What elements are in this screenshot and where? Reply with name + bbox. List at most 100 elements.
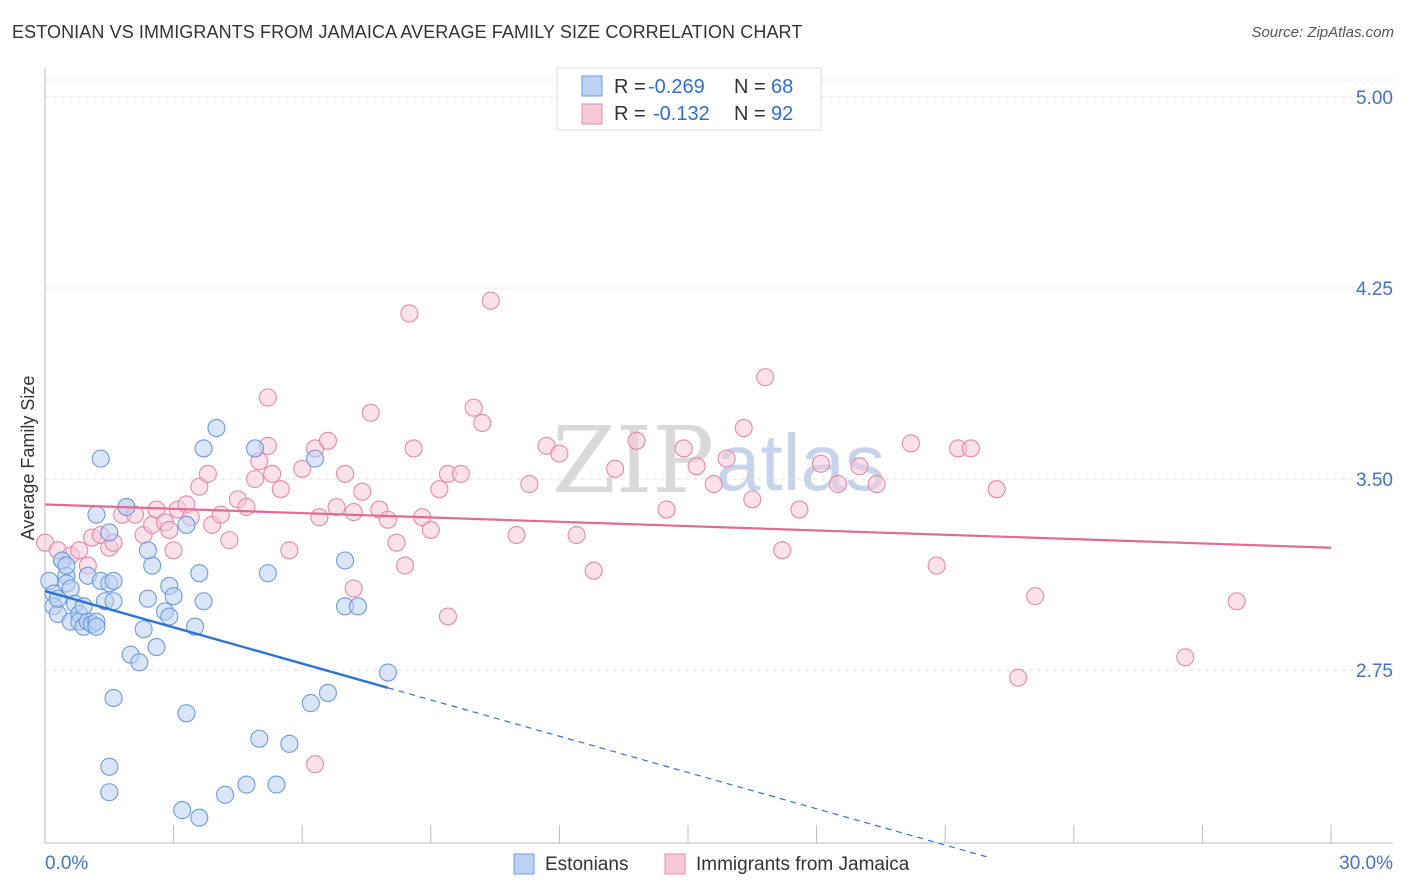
y-tick-labels: 5.00 4.25 3.50 2.75 — [1356, 88, 1393, 682]
jamaica-point — [280, 541, 299, 560]
jamaica-point — [245, 469, 265, 489]
jamaica-point — [550, 444, 569, 463]
estonians-point — [91, 449, 110, 468]
jamaica-point — [811, 454, 830, 473]
estonians-point — [104, 688, 123, 708]
estonians-point — [378, 663, 397, 682]
chart-title: ESTONIAN VS IMMIGRANTS FROM JAMAICA AVER… — [12, 22, 803, 42]
legend-r-value-1: -0.269 — [648, 76, 705, 98]
jamaica-point — [336, 464, 355, 483]
estonians-point — [348, 597, 367, 616]
series-jamaica-points — [35, 291, 1246, 774]
jamaica-point — [773, 541, 792, 560]
jamaica-point — [901, 434, 920, 453]
jamaica-point — [353, 482, 372, 501]
estonians-point — [306, 449, 325, 468]
jamaica-point — [164, 541, 183, 560]
jamaica-point — [70, 541, 89, 560]
estonians-point — [138, 541, 157, 560]
jamaica-point — [867, 475, 886, 494]
estonians-point — [177, 515, 196, 534]
legend-swatch-estonians — [581, 75, 603, 97]
estonians-point — [138, 589, 157, 608]
estonians-point — [280, 734, 299, 753]
jamaica-point — [473, 413, 492, 433]
jamaica-point — [310, 508, 329, 527]
bottom-legend-swatch-estonians — [513, 853, 535, 875]
estonians-point — [160, 607, 179, 626]
jamaica-point — [606, 459, 625, 478]
jamaica-point — [361, 403, 380, 422]
estonians-point — [61, 579, 80, 598]
x-tick-label-min: 0.0% — [45, 853, 88, 874]
legend-r-label-2: R = — [614, 103, 646, 125]
jamaica-point — [1176, 648, 1195, 667]
jamaica-point — [430, 480, 449, 499]
y-tick-label: 4.25 — [1356, 279, 1393, 300]
estonians-point — [215, 785, 235, 804]
jamaica-point — [790, 500, 809, 519]
jamaica-point — [520, 475, 539, 494]
jamaica-point — [160, 520, 179, 539]
estonians-point — [245, 439, 265, 458]
estonians-point — [318, 683, 337, 702]
jamaica-point — [263, 464, 282, 483]
legend-n-value-2: 92 — [771, 103, 793, 125]
jamaica-point — [674, 439, 693, 458]
jamaica-point — [1227, 592, 1246, 611]
estonians-point — [194, 592, 213, 611]
jamaica-point — [344, 579, 363, 598]
estonians-point — [164, 587, 183, 606]
jamaica-point — [258, 388, 277, 407]
jamaica-point — [584, 561, 603, 580]
estonians-point — [57, 556, 76, 575]
jamaica-point — [378, 510, 397, 529]
jamaica-point — [220, 531, 239, 550]
jamaica-point — [293, 459, 312, 478]
estonians-point — [267, 775, 286, 794]
jamaica-point — [327, 497, 346, 517]
jamaica-point — [211, 505, 230, 524]
jamaica-point — [344, 503, 363, 522]
jamaica-point — [743, 490, 762, 509]
trend-lines — [44, 503, 1332, 858]
legend-r-value-2: -0.132 — [653, 103, 710, 125]
bottom-legend-jamaica: Immigrants from Jamaica — [696, 854, 910, 875]
jamaica-point — [198, 464, 217, 483]
jamaica-point — [421, 520, 440, 539]
jamaica-point — [306, 755, 325, 774]
jamaica-point — [451, 464, 470, 483]
estonians-point — [194, 439, 213, 458]
x-tick-label-max: 30.0% — [1339, 853, 1393, 874]
jamaica-point — [927, 556, 946, 575]
estonians-point — [147, 638, 166, 657]
legend-n-value-1: 68 — [771, 76, 793, 98]
estonians-point — [134, 620, 153, 639]
x-tick-labels: 0.0% 30.0% — [45, 853, 1393, 874]
jamaica-point — [567, 525, 586, 545]
estonians-point — [143, 556, 162, 575]
jamaica-point — [961, 439, 980, 458]
jamaica-point — [828, 475, 848, 494]
jamaica-point — [687, 457, 706, 476]
estonians-point — [87, 505, 106, 524]
estonians-point — [100, 757, 119, 776]
jamaica-point — [404, 439, 423, 458]
y-tick-label: 5.00 — [1356, 88, 1393, 109]
estonians-point — [104, 592, 123, 611]
source-label: Source: ZipAtlas.com — [1251, 24, 1394, 41]
watermark-zip: ZIP — [552, 407, 714, 514]
series-estonians-points — [40, 419, 397, 827]
jamaica-point — [627, 431, 646, 450]
jamaica-point — [987, 480, 1006, 499]
jamaica-point — [271, 480, 290, 499]
estonians-point — [301, 694, 320, 713]
jamaica-point — [396, 556, 415, 575]
jamaica-point — [464, 398, 483, 417]
legend-n-label-2: N = — [734, 103, 766, 125]
jamaica-point — [400, 304, 419, 323]
jamaica-point — [850, 457, 869, 476]
estonians-point — [104, 571, 123, 590]
estonians-trend-line — [44, 589, 389, 689]
